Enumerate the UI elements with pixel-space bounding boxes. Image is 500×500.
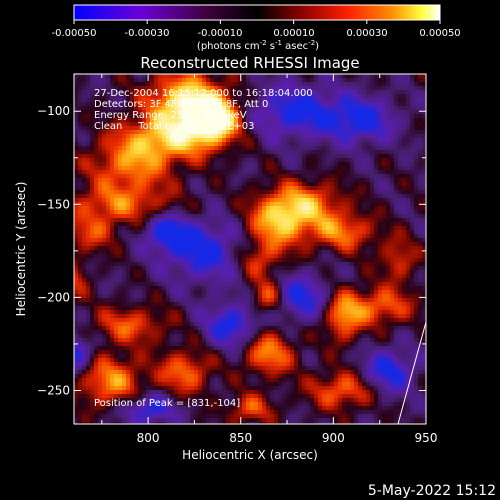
- y-tick-label: −100: [37, 104, 70, 118]
- colorbar-tick-labels: -0.00050 -0.00030 -0.00010 0.00010 0.000…: [52, 28, 461, 39]
- observation-annotations: 27-Dec-2004 16:15:12.000 to 16:18:04.000…: [94, 88, 313, 132]
- colorbar-tick-label: -0.00050: [52, 28, 97, 39]
- annotation-detectors: Detectors: 3F 4F 5F 6F 7F 8F, Att 0: [94, 99, 268, 110]
- y-tick-label: −150: [37, 197, 70, 211]
- colorbar-units: (photons cm-2 s-1 asec-2): [197, 39, 319, 52]
- x-tick-label: 900: [322, 431, 345, 445]
- colorbar-tick-label: 0.00050: [419, 28, 460, 39]
- colorbar-tick-label: -0.00010: [198, 28, 243, 39]
- solar-limb-line: [397, 321, 427, 425]
- y-tick-labels: −100 −150 −200 −250: [37, 104, 70, 397]
- colorbar-tick-label: 0.00030: [346, 28, 387, 39]
- plot-frame: [73, 73, 427, 425]
- y-tick-label: −250: [37, 383, 70, 397]
- annotation-clean-counts: Clean Total counts: 3.92E+03: [94, 121, 254, 132]
- x-tick-label: 850: [229, 431, 252, 445]
- annotation-energy-range: Energy Range: 25.0 - 50.0 keV: [94, 110, 247, 121]
- y-axis-label: Heliocentric Y (arcsec): [14, 182, 28, 317]
- heatmap-image: [74, 74, 426, 424]
- plot-date: 5-May-2022 15:12: [368, 483, 496, 499]
- x-tick-labels: 800 850 900 950: [137, 431, 438, 445]
- colorbar-ticks: [73, 20, 441, 24]
- x-tick-label: 800: [137, 431, 160, 445]
- colorbar-tick-label: -0.00030: [125, 28, 170, 39]
- x-tick-label: 950: [415, 431, 438, 445]
- x-axis-label: Heliocentric X (arcsec): [182, 448, 318, 462]
- annotation-time-range: 27-Dec-2004 16:15:12.000 to 16:18:04.000: [94, 88, 313, 99]
- colorbar-tick-label: 0.00010: [273, 28, 314, 39]
- y-tick-label: −200: [37, 290, 70, 304]
- axis-ticks: [74, 74, 427, 424]
- peak-position-label: Position of Peak = [831,-104]: [94, 398, 240, 409]
- chart-title: Reconstructed RHESSI Image: [140, 54, 359, 72]
- colorbar: [73, 4, 441, 21]
